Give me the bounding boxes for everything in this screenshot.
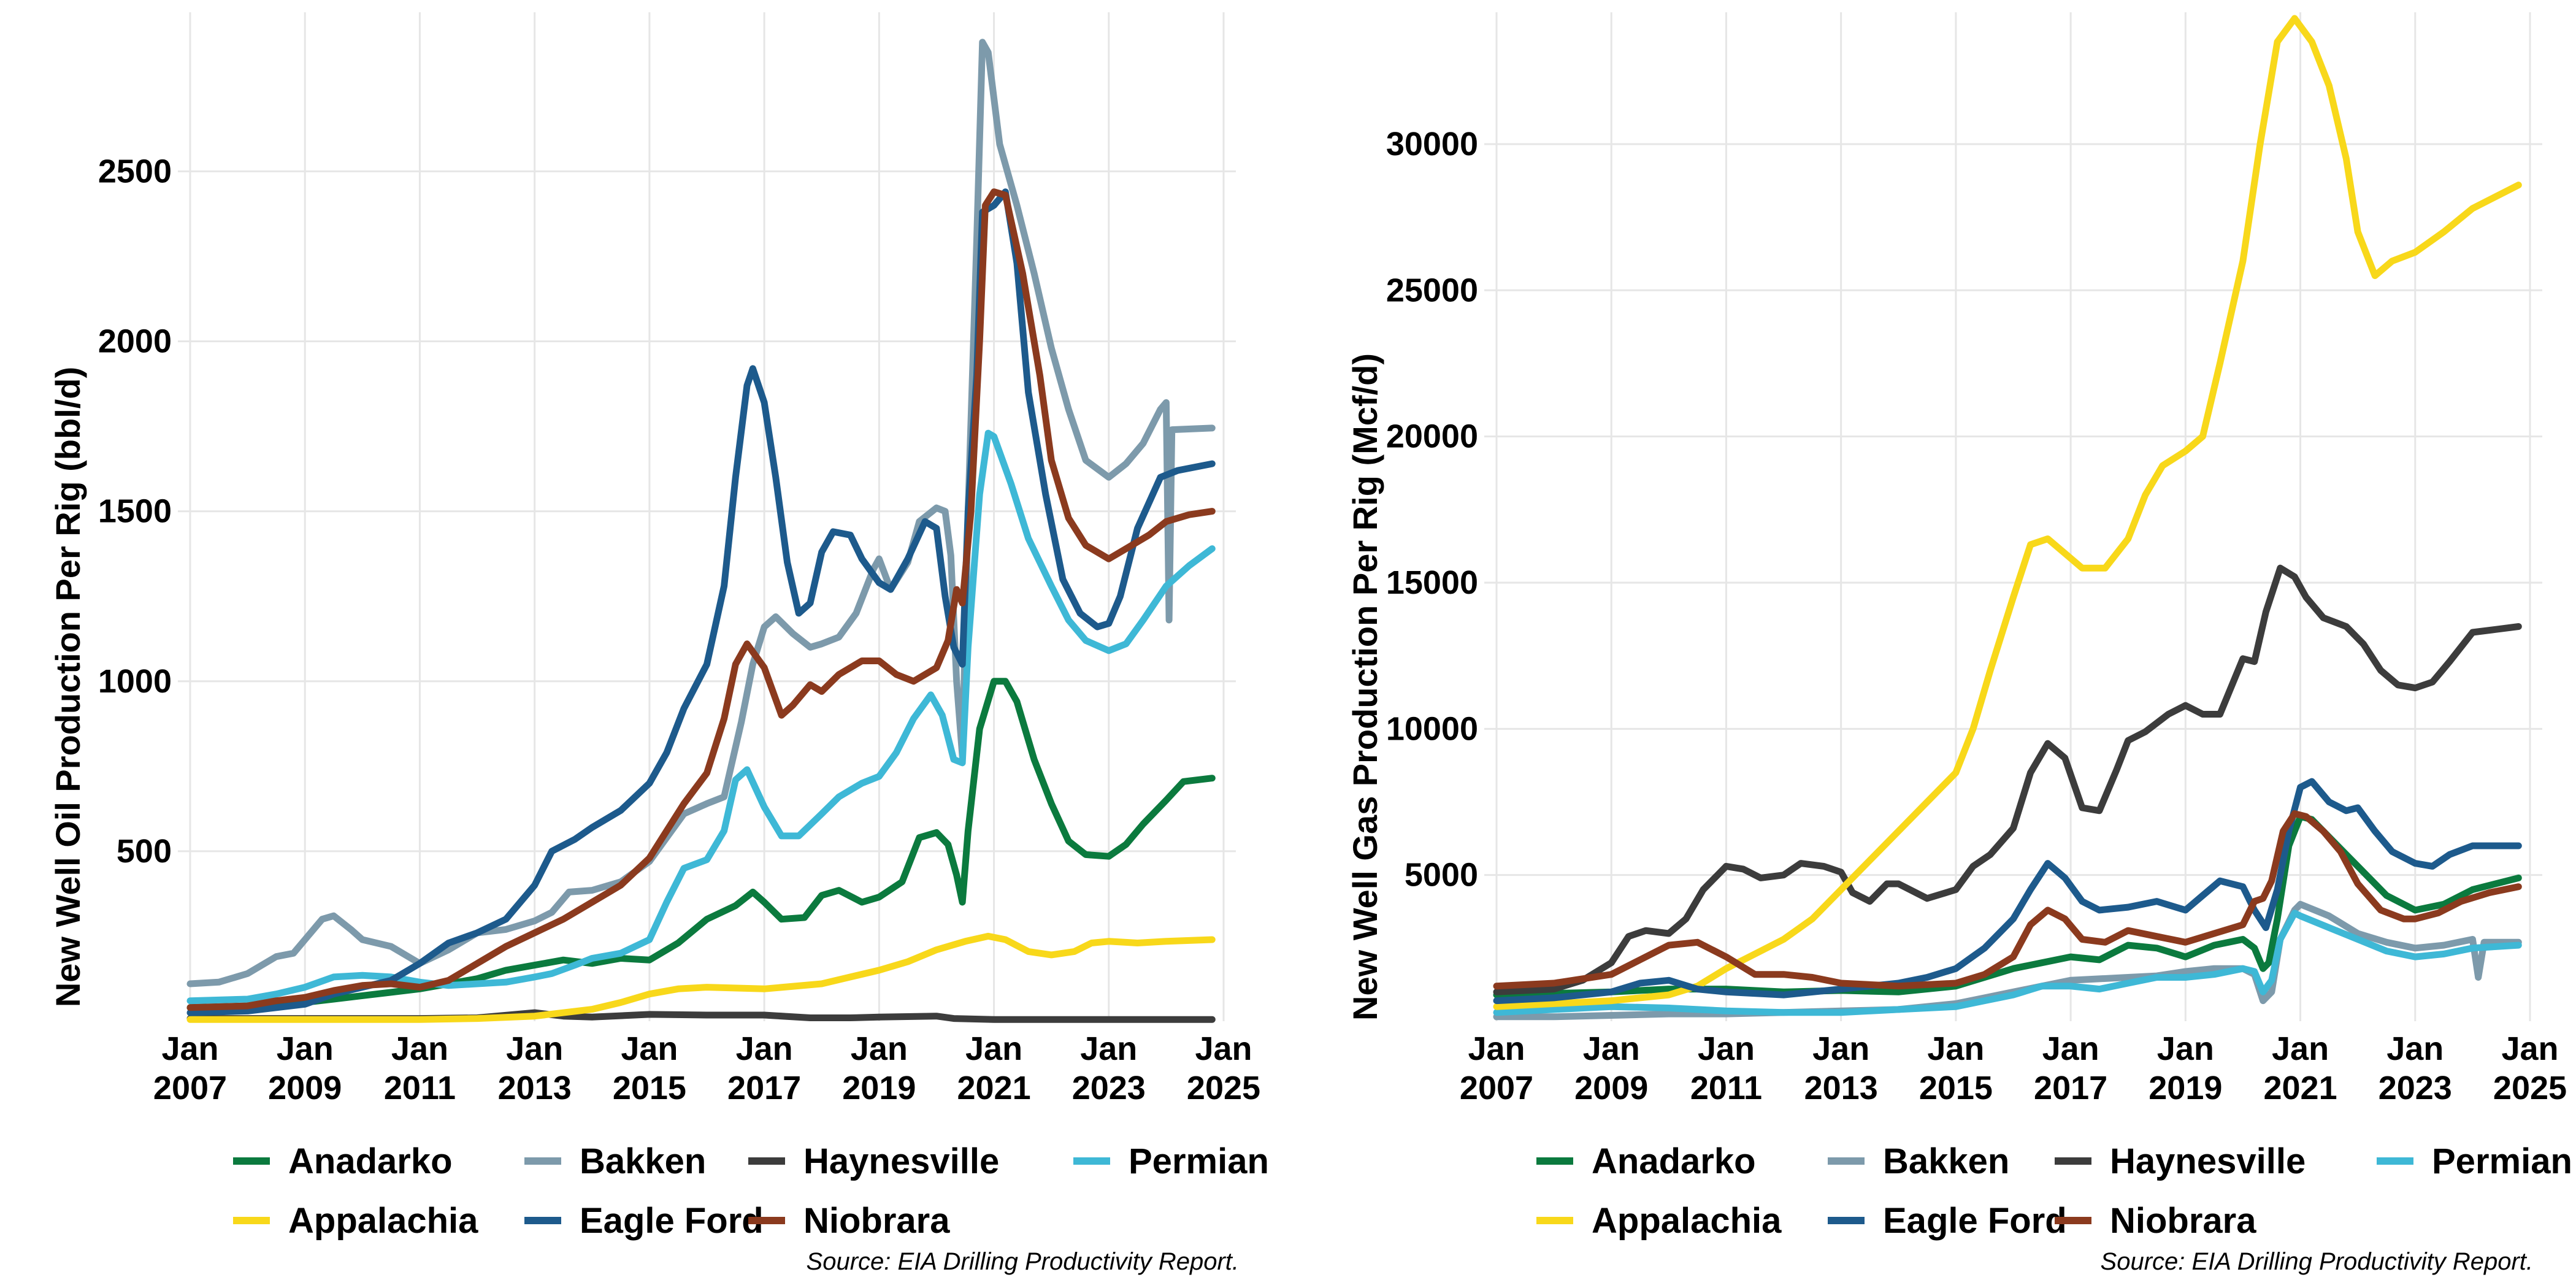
gas-legend-item-permian: Permian bbox=[2377, 1141, 2572, 1181]
oil-series-line-permian bbox=[186, 429, 1216, 1005]
oil-y-tick-label: 2000 bbox=[98, 323, 172, 360]
oil-series-line-eagle-ford bbox=[186, 188, 1216, 1016]
gas-legend-label: Anadarko bbox=[1592, 1141, 1756, 1181]
gas-x-tick-label: Jan 2017 bbox=[2034, 1030, 2107, 1106]
gas-legend: Anadarko Bakken Haynesville Permian Appalach… bbox=[1536, 1141, 2572, 1241]
oil-legend-label: Haynesville bbox=[803, 1141, 999, 1181]
oil-legend-item-bakken: Bakken bbox=[524, 1141, 706, 1181]
gas-y-tick-label: 5000 bbox=[1405, 857, 1478, 894]
oil-x-tick-label: Jan 2009 bbox=[268, 1030, 342, 1106]
gas-legend-label: Bakken bbox=[1883, 1141, 2009, 1181]
oil-production-chart: New Well Oil Production Per Rig (bbl/d) … bbox=[48, 12, 1269, 1275]
gas-x-tick-label: Jan 2007 bbox=[1460, 1030, 1533, 1106]
oil-y-tick-label: 1000 bbox=[98, 663, 172, 700]
oil-legend-item-appalachia: Appalachia bbox=[233, 1201, 478, 1241]
gas-x-tick-label: Jan 2009 bbox=[1574, 1030, 1648, 1106]
oil-x-tick-labels: Jan 2007 Jan 2009 Jan 2011 Jan 2013 Jan 2015 Jan 20… bbox=[153, 1030, 1260, 1106]
gas-y-tick-label: 25000 bbox=[1386, 272, 1478, 309]
gas-legend-item-haynesville: Haynesville bbox=[2055, 1141, 2306, 1181]
gas-x-tick-labels: Jan 2007 Jan 2009 Jan 2011 Jan 2013 Jan 2015 Jan 20… bbox=[1460, 1030, 2567, 1106]
oil-x-tick-label: Jan 2015 bbox=[613, 1030, 686, 1106]
gas-x-tick-label: Jan 2011 bbox=[1690, 1030, 1762, 1106]
gas-legend-label: Appalachia bbox=[1592, 1201, 1782, 1241]
oil-y-tick-label: 2500 bbox=[98, 153, 172, 190]
oil-legend-item-anadarko: Anadarko bbox=[233, 1141, 453, 1181]
oil-legend-item-eagle-ford: Eagle Ford bbox=[524, 1201, 764, 1241]
oil-legend-label: Anadarko bbox=[288, 1141, 453, 1181]
gas-legend-label: Permian bbox=[2432, 1141, 2572, 1181]
oil-series-lines bbox=[186, 39, 1216, 1023]
gas-legend-item-bakken: Bakken bbox=[1828, 1141, 2009, 1181]
gas-x-tick-label: Jan 2025 bbox=[2493, 1030, 2567, 1106]
oil-y-tick-label: 500 bbox=[117, 833, 172, 870]
oil-x-tick-label: Jan 2017 bbox=[727, 1030, 801, 1106]
oil-x-tick-label: Jan 2019 bbox=[842, 1030, 916, 1106]
gas-legend-item-niobrara: Niobrara bbox=[2055, 1201, 2256, 1241]
oil-y-axis-title: New Well Oil Production Per Rig (bbl/d) bbox=[48, 367, 87, 1007]
oil-legend-item-haynesville: Haynesville bbox=[748, 1141, 999, 1181]
gas-legend-item-eagle-ford: Eagle Ford bbox=[1828, 1201, 2067, 1241]
gas-x-tick-label: Jan 2021 bbox=[2263, 1030, 2337, 1106]
oil-legend: Anadarko Bakken Haynesville Permian Appalach… bbox=[233, 1141, 1269, 1241]
oil-series-line-niobrara bbox=[186, 188, 1216, 1011]
oil-legend-label: Appalachia bbox=[288, 1201, 478, 1241]
oil-legend-label: Eagle Ford bbox=[580, 1201, 764, 1241]
gas-y-tick-label: 10000 bbox=[1386, 710, 1478, 747]
gas-y-tick-label: 20000 bbox=[1386, 418, 1478, 455]
gas-x-tick-label: Jan 2019 bbox=[2149, 1030, 2222, 1106]
oil-gridlines bbox=[178, 12, 1236, 1021]
gas-y-axis-title: New Well Gas Production Per Rig (Mcf/d) bbox=[1346, 353, 1384, 1021]
oil-x-tick-label: Jan 2007 bbox=[153, 1030, 227, 1106]
oil-legend-item-niobrara: Niobrara bbox=[748, 1201, 950, 1241]
oil-series-line-bakken bbox=[186, 39, 1216, 987]
oil-series-line-anadarko bbox=[186, 678, 1216, 1011]
gas-series-line-permian bbox=[1493, 910, 2522, 1016]
gas-series-line-haynesville bbox=[1493, 564, 2522, 995]
gas-production-chart: New Well Gas Production Per Rig (Mcf/d) … bbox=[1346, 12, 2572, 1275]
oil-legend-label: Niobrara bbox=[803, 1201, 950, 1241]
gas-legend-item-appalachia: Appalachia bbox=[1536, 1201, 1782, 1241]
oil-legend-label: Permian bbox=[1129, 1141, 1269, 1181]
gas-series-line-niobrara bbox=[1493, 810, 2522, 990]
oil-x-tick-label: Jan 2011 bbox=[384, 1030, 456, 1106]
gas-legend-label: Haynesville bbox=[2110, 1141, 2306, 1181]
oil-x-tick-label: Jan 2025 bbox=[1187, 1030, 1260, 1106]
oil-y-tick-labels: 500 1000 1500 2000 2500 bbox=[98, 153, 172, 869]
oil-x-tick-label: Jan 2013 bbox=[498, 1030, 572, 1106]
gas-legend-item-anadarko: Anadarko bbox=[1536, 1141, 1756, 1181]
gas-x-tick-label: Jan 2023 bbox=[2379, 1030, 2452, 1106]
gas-series-lines bbox=[1493, 15, 2522, 1021]
gas-series-line-appalachia bbox=[1493, 15, 2522, 1010]
oil-y-tick-label: 1500 bbox=[98, 493, 172, 530]
gas-y-tick-label: 15000 bbox=[1386, 564, 1478, 601]
gas-x-tick-label: Jan 2013 bbox=[1804, 1030, 1878, 1106]
oil-source-caption: Source: EIA Drilling Productivity Report… bbox=[807, 1248, 1239, 1275]
oil-x-tick-label: Jan 2023 bbox=[1072, 1030, 1146, 1106]
gas-y-tick-labels: 5000 10000 15000 20000 25000 30000 bbox=[1386, 126, 1478, 894]
oil-series-line-appalachia bbox=[186, 932, 1216, 1023]
gas-x-tick-label: Jan 2015 bbox=[1919, 1030, 1993, 1106]
gas-series-line-eagle-ford bbox=[1493, 778, 2522, 1005]
gas-legend-label: Niobrara bbox=[2110, 1201, 2256, 1241]
gas-legend-label: Eagle Ford bbox=[1883, 1201, 2067, 1241]
oil-legend-item-permian: Permian bbox=[1073, 1141, 1269, 1181]
gas-source-caption: Source: EIA Drilling Productivity Report… bbox=[2101, 1248, 2533, 1275]
gas-y-tick-label: 30000 bbox=[1386, 126, 1478, 163]
oil-legend-label: Bakken bbox=[580, 1141, 706, 1181]
oil-x-tick-label: Jan 2021 bbox=[957, 1030, 1030, 1106]
